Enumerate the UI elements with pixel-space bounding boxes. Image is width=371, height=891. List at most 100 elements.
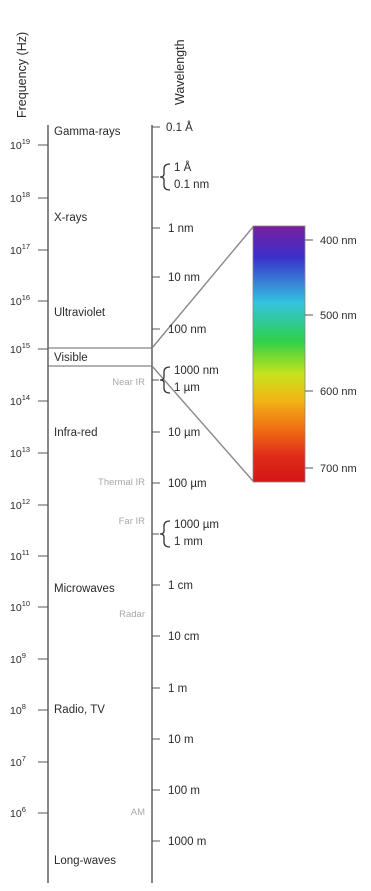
freq-tick-exp: 17 <box>22 242 30 251</box>
freq-tick: 1011 <box>10 548 48 563</box>
wavelength-tick: 0.1 Å <box>152 121 193 134</box>
spectrum-tick-label: 600 nm <box>320 386 357 398</box>
freq-tick-exp: 12 <box>22 497 30 506</box>
wavelength-bracket-label: 1 µm <box>174 382 200 394</box>
freq-tick-base: 10 <box>10 344 22 356</box>
freq-tick-exp: 13 <box>22 445 30 454</box>
freq-tick: 1014 <box>10 393 48 408</box>
spectrum-tick-label: 400 nm <box>320 235 357 247</box>
freq-tick-exp: 7 <box>22 754 26 763</box>
freq-tick-exp: 14 <box>22 393 30 402</box>
freq-tick-exp: 9 <box>22 651 26 660</box>
wavelength-tick: 1 m <box>152 683 187 695</box>
svg-text:1014: 1014 <box>10 393 30 408</box>
svg-text:1017: 1017 <box>10 242 30 257</box>
svg-text:1010: 1010 <box>10 599 30 614</box>
freq-tick-base: 10 <box>10 757 22 769</box>
wavelength-bracket-label: 1 Å <box>174 161 192 174</box>
band-label-infra-red: Infra-red <box>54 427 97 439</box>
curly-brace-icon <box>159 520 171 548</box>
wavelength-tick-label: 100 m <box>168 785 200 797</box>
freq-tick-base: 10 <box>10 448 22 460</box>
wavelength-tick-label: 10 µm <box>168 427 200 439</box>
freq-tick: 109 <box>10 651 48 666</box>
freq-tick: 107 <box>10 754 48 769</box>
freq-tick-exp: 11 <box>22 548 30 557</box>
sub-band-label-thermal-ir: Thermal IR <box>98 477 145 488</box>
wavelength-bracket-label: 1000 nm <box>174 365 219 377</box>
band-label-x-rays: X-rays <box>54 212 87 224</box>
freq-tick: 1016 <box>10 293 48 308</box>
freq-tick-exp: 6 <box>22 805 26 814</box>
freq-tick-exp: 10 <box>22 599 30 608</box>
freq-tick: 1010 <box>10 599 48 614</box>
freq-tick-exp: 18 <box>22 190 30 199</box>
wavelength-tick: 10 µm <box>152 427 200 439</box>
wavelength-bracket-label: 0.1 nm <box>174 179 209 191</box>
wavelength-tick: 10 cm <box>152 631 199 643</box>
svg-text:1018: 1018 <box>10 190 30 205</box>
freq-tick-base: 10 <box>10 140 22 152</box>
wavelength-tick-label: 10 nm <box>168 272 200 284</box>
wavelength-axis-title: Wavelength <box>173 39 187 105</box>
wavelength-bracket-label: 1000 µm <box>174 519 219 531</box>
spectrum-tick: 600 nm <box>305 386 357 398</box>
spectrum-tick: 500 nm <box>305 310 357 322</box>
wavelength-tick: 100 m <box>152 785 200 797</box>
band-label-visible: Visible <box>54 352 88 364</box>
freq-tick-exp: 8 <box>22 702 26 711</box>
spectrum-connector-bottom <box>151 365 254 482</box>
spectrum-tick-label: 700 nm <box>320 463 357 475</box>
wavelength-tick: 100 nm <box>152 324 206 336</box>
svg-text:106: 106 <box>10 805 26 820</box>
freq-tick-base: 10 <box>10 396 22 408</box>
band-label-long-waves: Long-waves <box>54 855 116 867</box>
freq-tick: 1012 <box>10 497 48 512</box>
curly-brace-icon <box>159 163 171 191</box>
svg-text:1015: 1015 <box>10 341 30 356</box>
freq-tick-base: 10 <box>10 551 22 563</box>
freq-tick: 1017 <box>10 242 48 257</box>
freq-tick: 106 <box>10 805 48 820</box>
freq-tick: 1018 <box>10 190 48 205</box>
wavelength-tick: 10 nm <box>152 272 200 284</box>
wavelength-tick: 10 m <box>152 734 194 746</box>
svg-text:1016: 1016 <box>10 293 30 308</box>
freq-tick-exp: 16 <box>22 293 30 302</box>
freq-tick: 108 <box>10 702 48 717</box>
svg-text:107: 107 <box>10 754 26 769</box>
freq-tick: 1013 <box>10 445 48 460</box>
freq-tick: 1019 <box>10 137 48 152</box>
freq-tick-base: 10 <box>10 296 22 308</box>
curly-brace-icon <box>159 366 171 394</box>
svg-text:109: 109 <box>10 651 26 666</box>
wavelength-tick-label: 0.1 Å <box>166 121 193 134</box>
wavelength-tick-label: 100 nm <box>168 324 206 336</box>
wavelength-tick-label: 1 cm <box>168 580 193 592</box>
band-label-gamma-rays: Gamma-rays <box>54 126 121 138</box>
wavelength-tick-label: 1000 m <box>168 836 206 848</box>
wavelength-tick: 100 µm <box>152 478 207 490</box>
wavelength-tick-label: 1 m <box>168 683 187 695</box>
wavelength-tick-label: 10 cm <box>168 631 199 643</box>
wavelength-bracket: 1000 nm 1 µm <box>152 365 219 394</box>
svg-text:1013: 1013 <box>10 445 30 460</box>
freq-tick-base: 10 <box>10 500 22 512</box>
freq-tick-base: 10 <box>10 705 22 717</box>
wavelength-tick: 1000 m <box>152 836 206 848</box>
svg-text:108: 108 <box>10 702 26 717</box>
sub-band-label-near-ir: Near IR <box>112 377 145 388</box>
freq-tick-base: 10 <box>10 602 22 614</box>
band-label-radio-tv: Radio, TV <box>54 704 105 716</box>
freq-tick-base: 10 <box>10 245 22 257</box>
band-label-microwaves: Microwaves <box>54 583 115 595</box>
frequency-axis-title: Frequency (Hz) <box>15 32 29 118</box>
freq-tick-exp: 19 <box>22 137 30 146</box>
spectrum-tick: 400 nm <box>305 235 357 247</box>
wavelength-tick-label: 10 m <box>168 734 194 746</box>
freq-tick: 1015 <box>10 341 48 356</box>
sub-band-label-am: AM <box>131 807 145 818</box>
wavelength-tick: 1 nm <box>152 223 194 235</box>
wavelength-bracket: 1 Å 0.1 nm <box>152 161 209 191</box>
